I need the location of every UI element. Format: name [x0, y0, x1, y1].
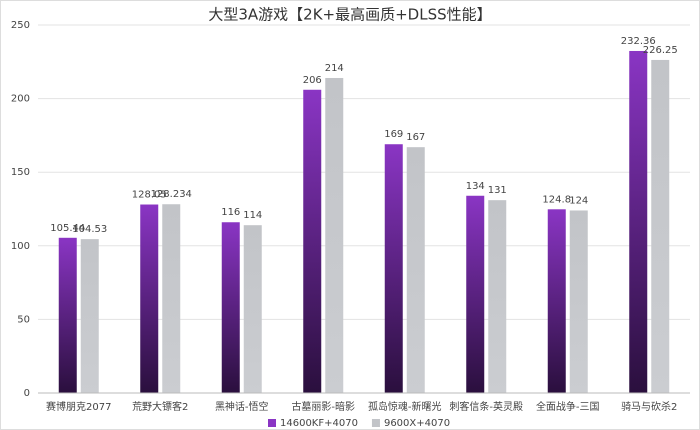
bar [140, 204, 159, 393]
value-label: 104.53 [72, 224, 107, 235]
legend-label: 9600X+4070 [384, 418, 450, 429]
value-label: 131 [488, 185, 507, 196]
y-tick-label: 250 [11, 20, 30, 31]
bar [80, 239, 99, 393]
y-tick-label: 200 [11, 94, 30, 105]
bar [629, 50, 648, 394]
bar [384, 144, 403, 393]
value-label: 134 [466, 181, 485, 192]
bar [651, 59, 670, 394]
y-tick-label: 0 [24, 388, 30, 399]
bar [243, 225, 262, 393]
value-label: 114 [243, 210, 262, 221]
bar [221, 222, 240, 393]
value-label: 232.36 [621, 36, 656, 47]
bar [58, 237, 77, 393]
bar [303, 89, 322, 393]
bar [406, 147, 425, 393]
x-tick-label: 刺客信条-英灵殿 [449, 400, 523, 413]
bar [466, 195, 485, 393]
value-label: 124.8 [542, 194, 571, 205]
value-label: 167 [406, 132, 425, 143]
x-tick-label: 全面战争-三国 [536, 400, 600, 413]
value-label: 105.44 [50, 223, 85, 234]
value-label: 128.234 [151, 189, 192, 200]
y-tick-label: 150 [11, 167, 30, 178]
y-tick-label: 100 [11, 241, 30, 252]
value-label: 206 [303, 75, 322, 86]
value-label: 116 [221, 207, 240, 218]
value-label: 214 [325, 63, 344, 74]
x-tick-label: 荒野大镖客2 [132, 400, 188, 413]
bar [488, 200, 507, 393]
value-label: 128.05 [132, 190, 167, 201]
x-tick-label: 孤岛惊魂-新曙光 [368, 400, 442, 413]
bar [325, 77, 344, 393]
x-tick-label: 赛博朋克2077 [46, 400, 111, 413]
x-tick-label: 黑神话-悟空 [215, 400, 269, 413]
x-tick-label: 古墓丽影-暗影 [291, 400, 355, 413]
legend-label: 14600KF+4070 [280, 418, 358, 429]
chart-title: 大型3A游戏【2K+最高画质+DLSS性能】 [208, 6, 491, 24]
x-tick-label: 骑马与砍杀2 [621, 400, 677, 413]
bar [162, 204, 181, 393]
value-label: 226.25 [643, 45, 678, 56]
legend-swatch [268, 419, 276, 427]
legend-swatch [371, 419, 380, 427]
value-label: 124 [569, 195, 588, 206]
bar [569, 210, 588, 393]
bar [547, 209, 566, 393]
y-tick-label: 50 [17, 314, 30, 325]
value-label: 169 [384, 129, 403, 140]
